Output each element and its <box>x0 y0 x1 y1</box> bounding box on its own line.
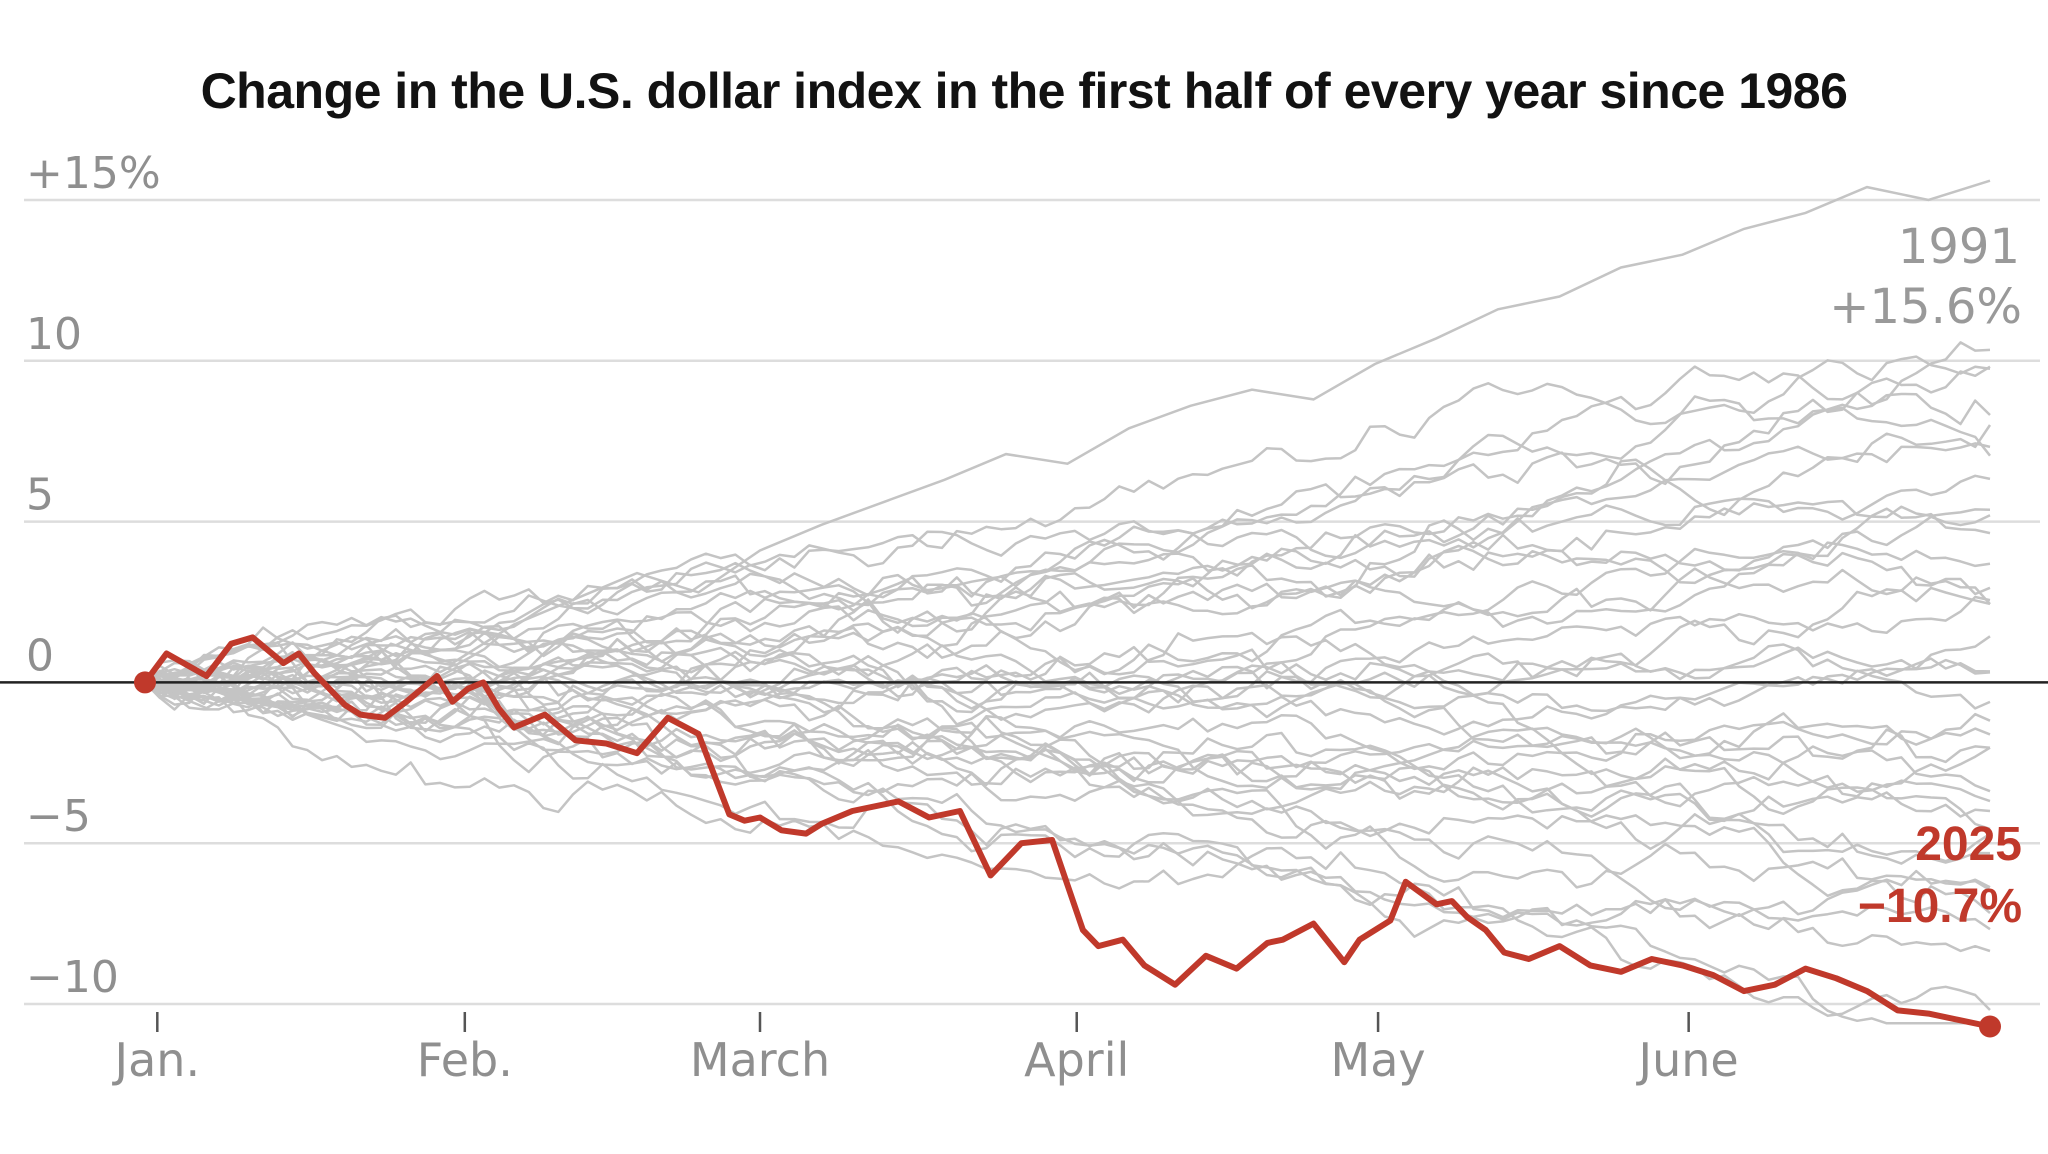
x-tick-label: Feb. <box>417 1033 513 1087</box>
year-line <box>144 395 1991 691</box>
year-line <box>144 677 1991 793</box>
series-2025-line <box>142 634 1991 1030</box>
year-line <box>144 671 1991 918</box>
year-line <box>144 365 1991 684</box>
year-line <box>144 541 1991 692</box>
year-line <box>144 649 1991 760</box>
label-2025-year: 2025 <box>1915 818 2022 871</box>
highlight-series-2025 <box>134 634 2001 1038</box>
label-1991-value: +15.6% <box>1829 279 2022 335</box>
year-line <box>144 674 1991 953</box>
year-line <box>144 499 1991 686</box>
y-tick-label: −5 <box>26 791 91 842</box>
year-line <box>144 567 1991 688</box>
year-line <box>144 544 1991 711</box>
year-line <box>144 668 1991 736</box>
y-tick-label: 0 <box>26 630 54 681</box>
year-line <box>144 474 1991 701</box>
x-tick-label: Jan. <box>112 1033 201 1087</box>
chart-title: Change in the U.S. dollar index in the f… <box>200 63 1848 119</box>
year-line <box>144 442 1991 688</box>
label-1991-year: 1991 <box>1898 219 2020 275</box>
start-point <box>134 671 156 694</box>
year-line <box>144 658 1991 739</box>
year-line <box>144 355 1991 684</box>
x-tick-label: June <box>1636 1033 1739 1087</box>
x-tick-label: March <box>690 1033 830 1087</box>
y-axis-labels: +15% 10 5 0 −5 −10 <box>26 148 161 1003</box>
gridlines <box>24 198 2040 1006</box>
year-line <box>144 635 1991 706</box>
y-tick-label: +15% <box>26 148 161 199</box>
x-tick-label: April <box>1024 1033 1129 1087</box>
end-point <box>1979 1015 2001 1038</box>
year-line <box>144 678 1990 1025</box>
y-tick-label: −10 <box>26 952 119 1003</box>
year-line <box>144 507 1991 698</box>
y-tick-label: 5 <box>26 470 54 521</box>
year-line-1991 <box>144 179 1991 710</box>
x-axis: Jan. Feb. March April May June <box>112 1012 1739 1087</box>
year-line <box>144 392 1991 684</box>
annotations: 2025 −10.7% 1991+15.6% <box>1829 219 2022 933</box>
background-year-lines <box>144 179 1992 1025</box>
year-line <box>144 595 1991 715</box>
year-line <box>144 341 1991 696</box>
y-tick-label: 10 <box>26 309 82 360</box>
x-tick-label: May <box>1331 1033 1426 1087</box>
label-2025-value: −10.7% <box>1858 880 2022 933</box>
